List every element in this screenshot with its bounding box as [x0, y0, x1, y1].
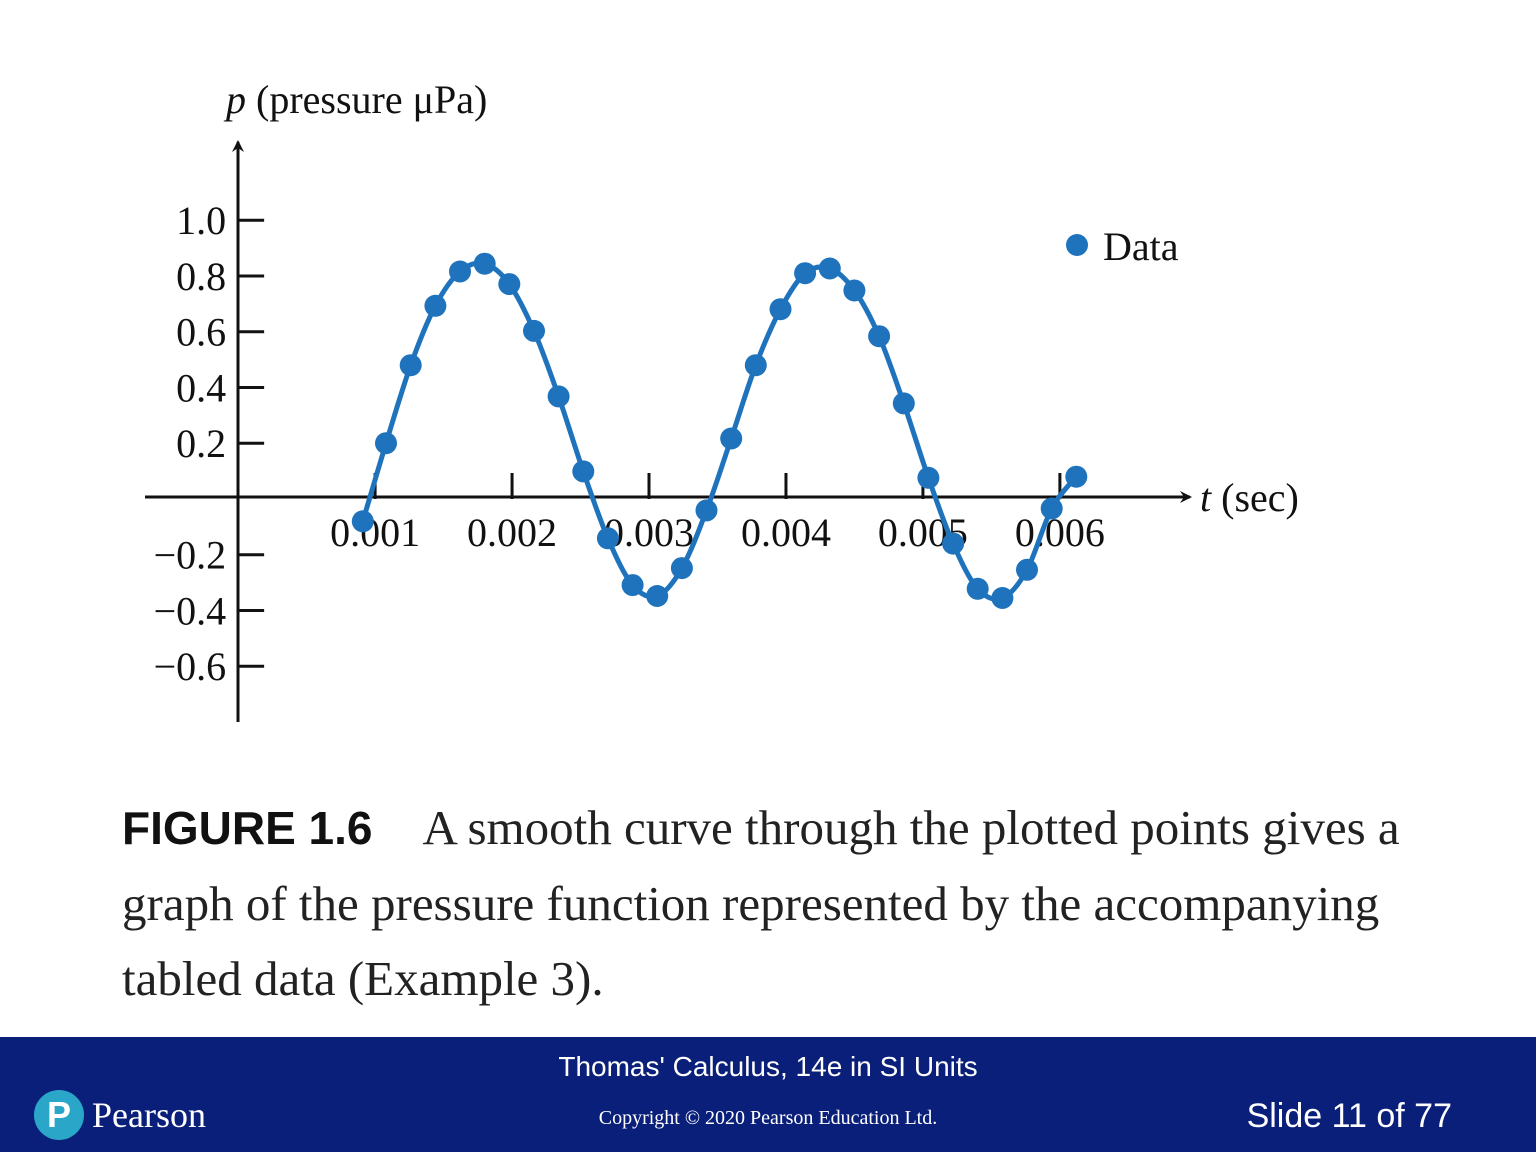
x-tick-label: 0.006 [1015, 510, 1105, 555]
x-tick-label: 0.001 [330, 510, 420, 555]
footer-bar: P Pearson Thomas' Calculus, 14e in SI Un… [0, 1037, 1536, 1152]
x-tick-label: 0.003 [604, 510, 694, 555]
y-tick-label: 0.4 [176, 365, 226, 410]
legend: Data [1066, 224, 1179, 269]
data-point [1065, 465, 1088, 488]
x-ticks: 0.001 0.002 0.003 0.004 0.005 0.006 [330, 472, 1105, 555]
pearson-logo: P Pearson [34, 1089, 206, 1141]
figure-label: FIGURE 1.6 [122, 802, 373, 854]
y-axis-label: p (pressure μPa) [223, 77, 487, 122]
data-point [769, 298, 792, 321]
data-point [1040, 497, 1063, 520]
pressure-chart: 1.0 0.8 0.6 0.4 0.2 −0.2 −0.4 −0.6 0.001 0.002 0.… [145, 77, 1299, 722]
x-axis-label: t (sec) [1200, 475, 1299, 520]
y-tick-label: 0.8 [176, 254, 226, 299]
data-point [744, 354, 767, 377]
x-tick-label: 0.002 [467, 510, 557, 555]
y-ticks: 1.0 0.8 0.6 0.4 0.2 −0.2 −0.4 −0.6 [154, 198, 265, 689]
slide-number: Slide 11 of 77 [1246, 1097, 1452, 1135]
data-point [966, 577, 989, 600]
data-point [991, 587, 1014, 609]
copyright-notice: Copyright © 2020 Pearson Education Ltd. [598, 1107, 938, 1129]
data-points [351, 252, 1088, 609]
y-tick-label: −0.2 [154, 533, 227, 578]
data-point [868, 325, 891, 348]
data-point [720, 427, 743, 450]
pearson-logo-text: Pearson [92, 1095, 206, 1135]
data-point [1016, 558, 1038, 581]
data-point [449, 260, 471, 283]
y-tick-label: 1.0 [176, 198, 226, 243]
data-point [670, 557, 693, 580]
data-point [498, 273, 521, 296]
data-point [942, 532, 965, 555]
data-point [892, 392, 915, 415]
figure-caption: FIGURE 1.6 A smooth curve through the plo… [122, 790, 1442, 1016]
data-point [375, 432, 397, 455]
data-point [572, 460, 595, 483]
data-point [523, 319, 545, 342]
legend-marker [1066, 234, 1088, 256]
data-point [473, 252, 496, 275]
data-point [843, 279, 866, 302]
caption-text: A smooth curve through the plotted point… [122, 800, 1400, 1006]
data-point [794, 262, 817, 285]
y-tick-label: 0.2 [176, 421, 226, 466]
data-point [399, 354, 422, 377]
book-title: Thomas' Calculus, 14e in SI Units [558, 1051, 978, 1082]
y-tick-label: −0.6 [154, 644, 227, 689]
data-point [695, 499, 718, 522]
data-point [547, 385, 570, 408]
pearson-logo-icon: P [34, 1090, 84, 1140]
x-tick-label: 0.004 [741, 510, 831, 555]
y-tick-label: 0.6 [176, 310, 226, 355]
data-point [424, 294, 447, 317]
data-point [917, 466, 940, 489]
y-tick-label: −0.4 [154, 588, 227, 633]
legend-label: Data [1103, 224, 1179, 269]
data-point [646, 585, 669, 607]
data-point [351, 510, 374, 533]
data-point [621, 574, 644, 597]
data-point [818, 257, 841, 280]
data-point [596, 527, 619, 550]
